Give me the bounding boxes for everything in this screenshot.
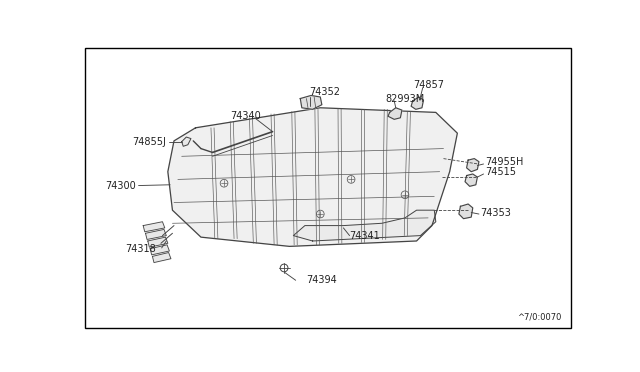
Polygon shape <box>459 204 473 219</box>
Text: 74318: 74318 <box>125 244 156 254</box>
Polygon shape <box>168 108 458 246</box>
Text: 74352: 74352 <box>310 87 340 97</box>
Polygon shape <box>467 158 479 172</box>
Polygon shape <box>388 108 402 119</box>
Text: 74515: 74515 <box>485 167 516 177</box>
Polygon shape <box>293 210 436 241</box>
Text: 74340: 74340 <box>230 111 261 121</box>
Text: 74955H: 74955H <box>485 157 524 167</box>
Polygon shape <box>143 222 164 232</box>
Polygon shape <box>182 137 191 146</box>
Polygon shape <box>145 230 166 240</box>
Polygon shape <box>148 237 168 247</box>
Text: 74300: 74300 <box>105 180 136 190</box>
Text: 82993M: 82993M <box>385 93 424 103</box>
Text: 74353: 74353 <box>481 208 511 218</box>
Polygon shape <box>411 97 424 109</box>
Text: 74341: 74341 <box>349 231 380 241</box>
Polygon shape <box>150 245 170 255</box>
Polygon shape <box>300 96 322 109</box>
Text: 74857: 74857 <box>413 80 444 90</box>
Text: 74855J: 74855J <box>132 137 166 147</box>
Polygon shape <box>465 174 477 186</box>
Text: ^7/0:0070: ^7/0:0070 <box>517 313 562 322</box>
Text: 74394: 74394 <box>307 275 337 285</box>
Polygon shape <box>152 253 171 263</box>
